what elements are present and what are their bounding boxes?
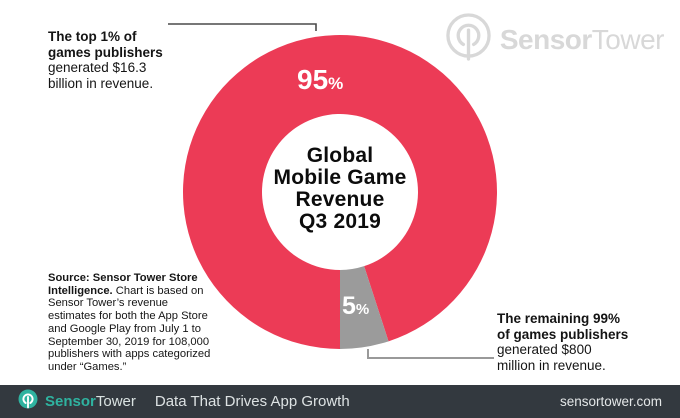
slice-label-95: 95%: [297, 66, 343, 94]
header-brand-text: SensorTower: [499, 24, 665, 56]
source-note: Source: Sensor Tower Store Intelligence.…: [48, 272, 216, 374]
footer-brand-text: SensorTower: [45, 393, 136, 410]
sensor-tower-icon: [445, 12, 492, 68]
donut-segments: [183, 34, 498, 350]
annotation-line: billion in revenue.: [48, 75, 154, 91]
footer-bar: SensorTower Data That Drives App Growth …: [0, 385, 680, 418]
donut-segment: [183, 34, 498, 350]
brand-sensor: Sensor: [45, 393, 96, 410]
slice-label-5: 5%: [342, 294, 369, 319]
title-line: Revenue: [295, 188, 385, 211]
source-note-bold: Source: Sensor Tower Store Intelligence.: [48, 272, 198, 297]
footer-tagline: Data That Drives App Growth: [154, 393, 350, 410]
brand-tower: Tower: [95, 393, 136, 410]
slice-value: 5: [342, 292, 356, 320]
callout-line-bottom-right: [367, 349, 494, 359]
callout-line-top-left: [168, 23, 317, 31]
header-logo: SensorTower: [445, 12, 665, 68]
annotation-line: of games publishers: [497, 326, 629, 342]
donut-segment: [340, 266, 389, 349]
title-line: Q3 2019: [299, 210, 381, 233]
annotation-line: generated $800: [497, 342, 592, 357]
sensor-tower-icon: [18, 389, 38, 414]
annotation-line: The remaining 99%: [497, 311, 621, 326]
annotation-remaining-publishers: The remaining 99% of games publishers ge…: [497, 311, 628, 373]
brand-tower: Tower: [591, 24, 665, 55]
percent-sign: %: [328, 74, 344, 93]
title-line: Global: [306, 144, 374, 167]
annotation-line: games publishers: [48, 44, 163, 60]
percent-sign: %: [355, 301, 370, 318]
slice-value: 95: [297, 64, 329, 95]
annotation-line: generated $16.3: [48, 60, 147, 75]
source-note-text: Chart is based on Sensor Tower’s revenue…: [48, 284, 211, 373]
footer-website: sensortower.com: [559, 394, 662, 409]
annotation-line: million in revenue.: [497, 357, 606, 373]
annotation-top-publishers: The top 1% of games publishers generated…: [48, 29, 163, 91]
title-line: Mobile Game: [273, 166, 407, 189]
brand-sensor: Sensor: [499, 24, 592, 55]
annotation-line: The top 1% of: [48, 29, 137, 44]
chart-center-title: Global Mobile Game Revenue Q3 2019: [230, 145, 450, 233]
